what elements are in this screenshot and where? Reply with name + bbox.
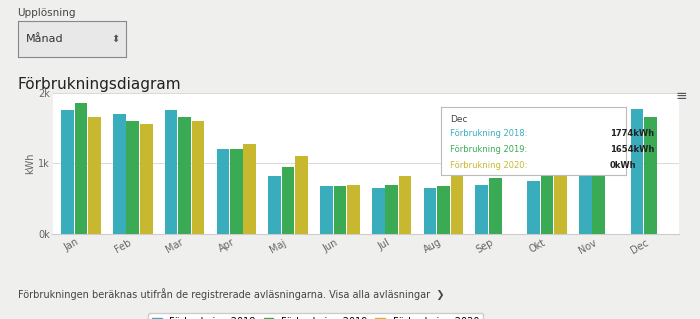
Text: Upplösning: Upplösning — [18, 8, 76, 18]
Text: 1774kWh: 1774kWh — [610, 129, 654, 137]
Bar — [554, 117, 567, 234]
Bar — [295, 156, 308, 234]
Bar — [451, 173, 463, 234]
Text: 0kWh: 0kWh — [610, 161, 636, 170]
Bar — [268, 176, 281, 234]
Bar — [75, 103, 88, 234]
Bar — [437, 186, 450, 234]
Bar — [192, 121, 204, 234]
Bar — [489, 178, 501, 234]
Bar — [88, 117, 101, 234]
Text: ⬍: ⬍ — [111, 34, 119, 44]
Bar — [399, 176, 412, 234]
Bar — [178, 117, 191, 234]
Text: Förbrukning 2019:: Förbrukning 2019: — [450, 145, 530, 154]
Bar — [164, 110, 177, 234]
Bar — [631, 108, 643, 234]
Bar — [61, 110, 74, 234]
Bar — [424, 188, 436, 234]
Bar — [140, 124, 153, 234]
Text: Dec: Dec — [450, 115, 468, 124]
Legend: Förbrukning 2018, Förbrukning 2019, Förbrukning 2020: Förbrukning 2018, Förbrukning 2019, Förb… — [148, 313, 483, 319]
Bar — [113, 114, 125, 234]
Text: Månad: Månad — [26, 34, 64, 44]
Bar — [540, 174, 553, 234]
Bar — [592, 142, 605, 234]
Text: Förbrukningen beräknas utifrån de registrerade avläsningarna. Visa alla avläsnin: Förbrukningen beräknas utifrån de regist… — [18, 288, 444, 300]
Bar — [320, 186, 332, 234]
Text: ≡: ≡ — [676, 89, 687, 103]
Text: 1654kWh: 1654kWh — [610, 145, 655, 154]
Bar — [372, 188, 384, 234]
Bar — [347, 185, 360, 234]
Text: Förbrukning 2018:: Förbrukning 2018: — [450, 129, 530, 137]
Text: Förbrukningsdiagram: Förbrukningsdiagram — [18, 77, 181, 92]
Text: Förbrukning 2020:: Förbrukning 2020: — [450, 161, 530, 170]
Bar — [475, 185, 488, 234]
Bar — [230, 149, 243, 234]
Bar — [333, 186, 346, 234]
Bar — [579, 142, 592, 234]
Bar — [281, 167, 295, 234]
Bar — [216, 149, 229, 234]
Bar — [644, 117, 657, 234]
Bar — [244, 144, 256, 234]
Bar — [127, 121, 139, 234]
Bar — [385, 185, 398, 234]
Bar — [527, 181, 540, 234]
Y-axis label: kWh: kWh — [25, 153, 35, 174]
